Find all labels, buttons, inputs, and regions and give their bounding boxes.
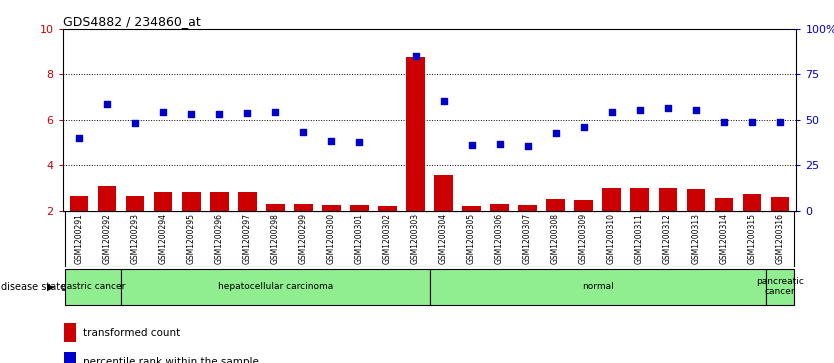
Bar: [64, 352, 76, 363]
Bar: [183, 192, 200, 211]
Point: [549, 130, 562, 136]
Bar: [64, 323, 76, 342]
Bar: [490, 204, 509, 211]
Bar: [771, 197, 789, 211]
Bar: [519, 205, 536, 211]
Text: GSM1200313: GSM1200313: [691, 213, 700, 264]
Bar: [602, 188, 620, 211]
Point: [689, 107, 702, 113]
Bar: [266, 204, 284, 211]
Text: GSM1200291: GSM1200291: [75, 213, 84, 264]
Bar: [210, 192, 229, 211]
Point: [745, 119, 758, 125]
Bar: [350, 205, 369, 211]
Bar: [631, 188, 649, 211]
Point: [73, 135, 86, 141]
Point: [661, 105, 674, 111]
Text: GSM1200307: GSM1200307: [523, 213, 532, 265]
Text: disease state: disease state: [1, 282, 66, 292]
Point: [633, 107, 646, 113]
Text: ▶: ▶: [47, 282, 54, 292]
Text: hepatocellular carcinoma: hepatocellular carcinoma: [218, 282, 333, 291]
Bar: [406, 57, 425, 211]
Text: GSM1200300: GSM1200300: [327, 213, 336, 265]
Point: [577, 124, 590, 130]
Text: GSM1200309: GSM1200309: [579, 213, 588, 265]
Bar: [126, 196, 144, 211]
Text: GSM1200304: GSM1200304: [439, 213, 448, 265]
Text: pancreatic
cancer: pancreatic cancer: [756, 277, 804, 297]
Text: GSM1200315: GSM1200315: [747, 213, 756, 264]
Text: GSM1200305: GSM1200305: [467, 213, 476, 265]
Text: GSM1200301: GSM1200301: [355, 213, 364, 264]
Point: [717, 119, 731, 125]
Text: GSM1200299: GSM1200299: [299, 213, 308, 264]
Text: percentile rank within the sample: percentile rank within the sample: [83, 357, 259, 363]
Text: GSM1200306: GSM1200306: [495, 213, 504, 265]
Text: GSM1200302: GSM1200302: [383, 213, 392, 264]
Point: [241, 110, 254, 116]
Point: [324, 138, 338, 144]
Point: [353, 140, 366, 146]
Point: [493, 142, 506, 147]
Point: [437, 98, 450, 104]
Point: [269, 109, 282, 115]
Text: GSM1200292: GSM1200292: [103, 213, 112, 264]
Bar: [686, 189, 705, 211]
Text: GSM1200310: GSM1200310: [607, 213, 616, 264]
Bar: [65, 269, 122, 305]
Text: GSM1200297: GSM1200297: [243, 213, 252, 264]
Text: GSM1200298: GSM1200298: [271, 213, 280, 264]
Bar: [154, 192, 173, 211]
Point: [128, 121, 142, 126]
Bar: [766, 269, 794, 305]
Bar: [294, 204, 313, 211]
Text: normal: normal: [581, 282, 614, 291]
Text: GSM1200314: GSM1200314: [719, 213, 728, 264]
Bar: [659, 188, 676, 211]
Text: GSM1200295: GSM1200295: [187, 213, 196, 264]
Point: [185, 111, 198, 117]
Text: GSM1200308: GSM1200308: [551, 213, 560, 264]
Point: [409, 53, 422, 59]
Bar: [435, 175, 453, 211]
Bar: [98, 185, 117, 211]
Text: GDS4882 / 234860_at: GDS4882 / 234860_at: [63, 15, 200, 28]
Bar: [379, 206, 397, 211]
Bar: [239, 192, 257, 211]
Point: [465, 142, 478, 148]
Text: GSM1200293: GSM1200293: [131, 213, 140, 264]
Text: GSM1200311: GSM1200311: [636, 213, 644, 264]
Bar: [462, 206, 480, 211]
Bar: [546, 199, 565, 211]
Point: [605, 109, 618, 115]
Point: [773, 119, 786, 125]
Bar: [715, 198, 733, 211]
Bar: [323, 205, 340, 211]
Point: [213, 111, 226, 117]
Bar: [70, 196, 88, 211]
Text: transformed count: transformed count: [83, 328, 180, 338]
Text: GSM1200294: GSM1200294: [159, 213, 168, 264]
Text: gastric cancer: gastric cancer: [61, 282, 126, 291]
Bar: [575, 200, 593, 211]
Text: GSM1200312: GSM1200312: [663, 213, 672, 264]
Point: [101, 101, 114, 107]
Text: GSM1200316: GSM1200316: [775, 213, 784, 264]
Bar: [122, 269, 430, 305]
Bar: [742, 193, 761, 211]
Text: GSM1200296: GSM1200296: [215, 213, 224, 264]
Bar: [430, 269, 766, 305]
Point: [521, 143, 535, 149]
Point: [157, 109, 170, 115]
Text: GSM1200303: GSM1200303: [411, 213, 420, 265]
Point: [297, 129, 310, 135]
